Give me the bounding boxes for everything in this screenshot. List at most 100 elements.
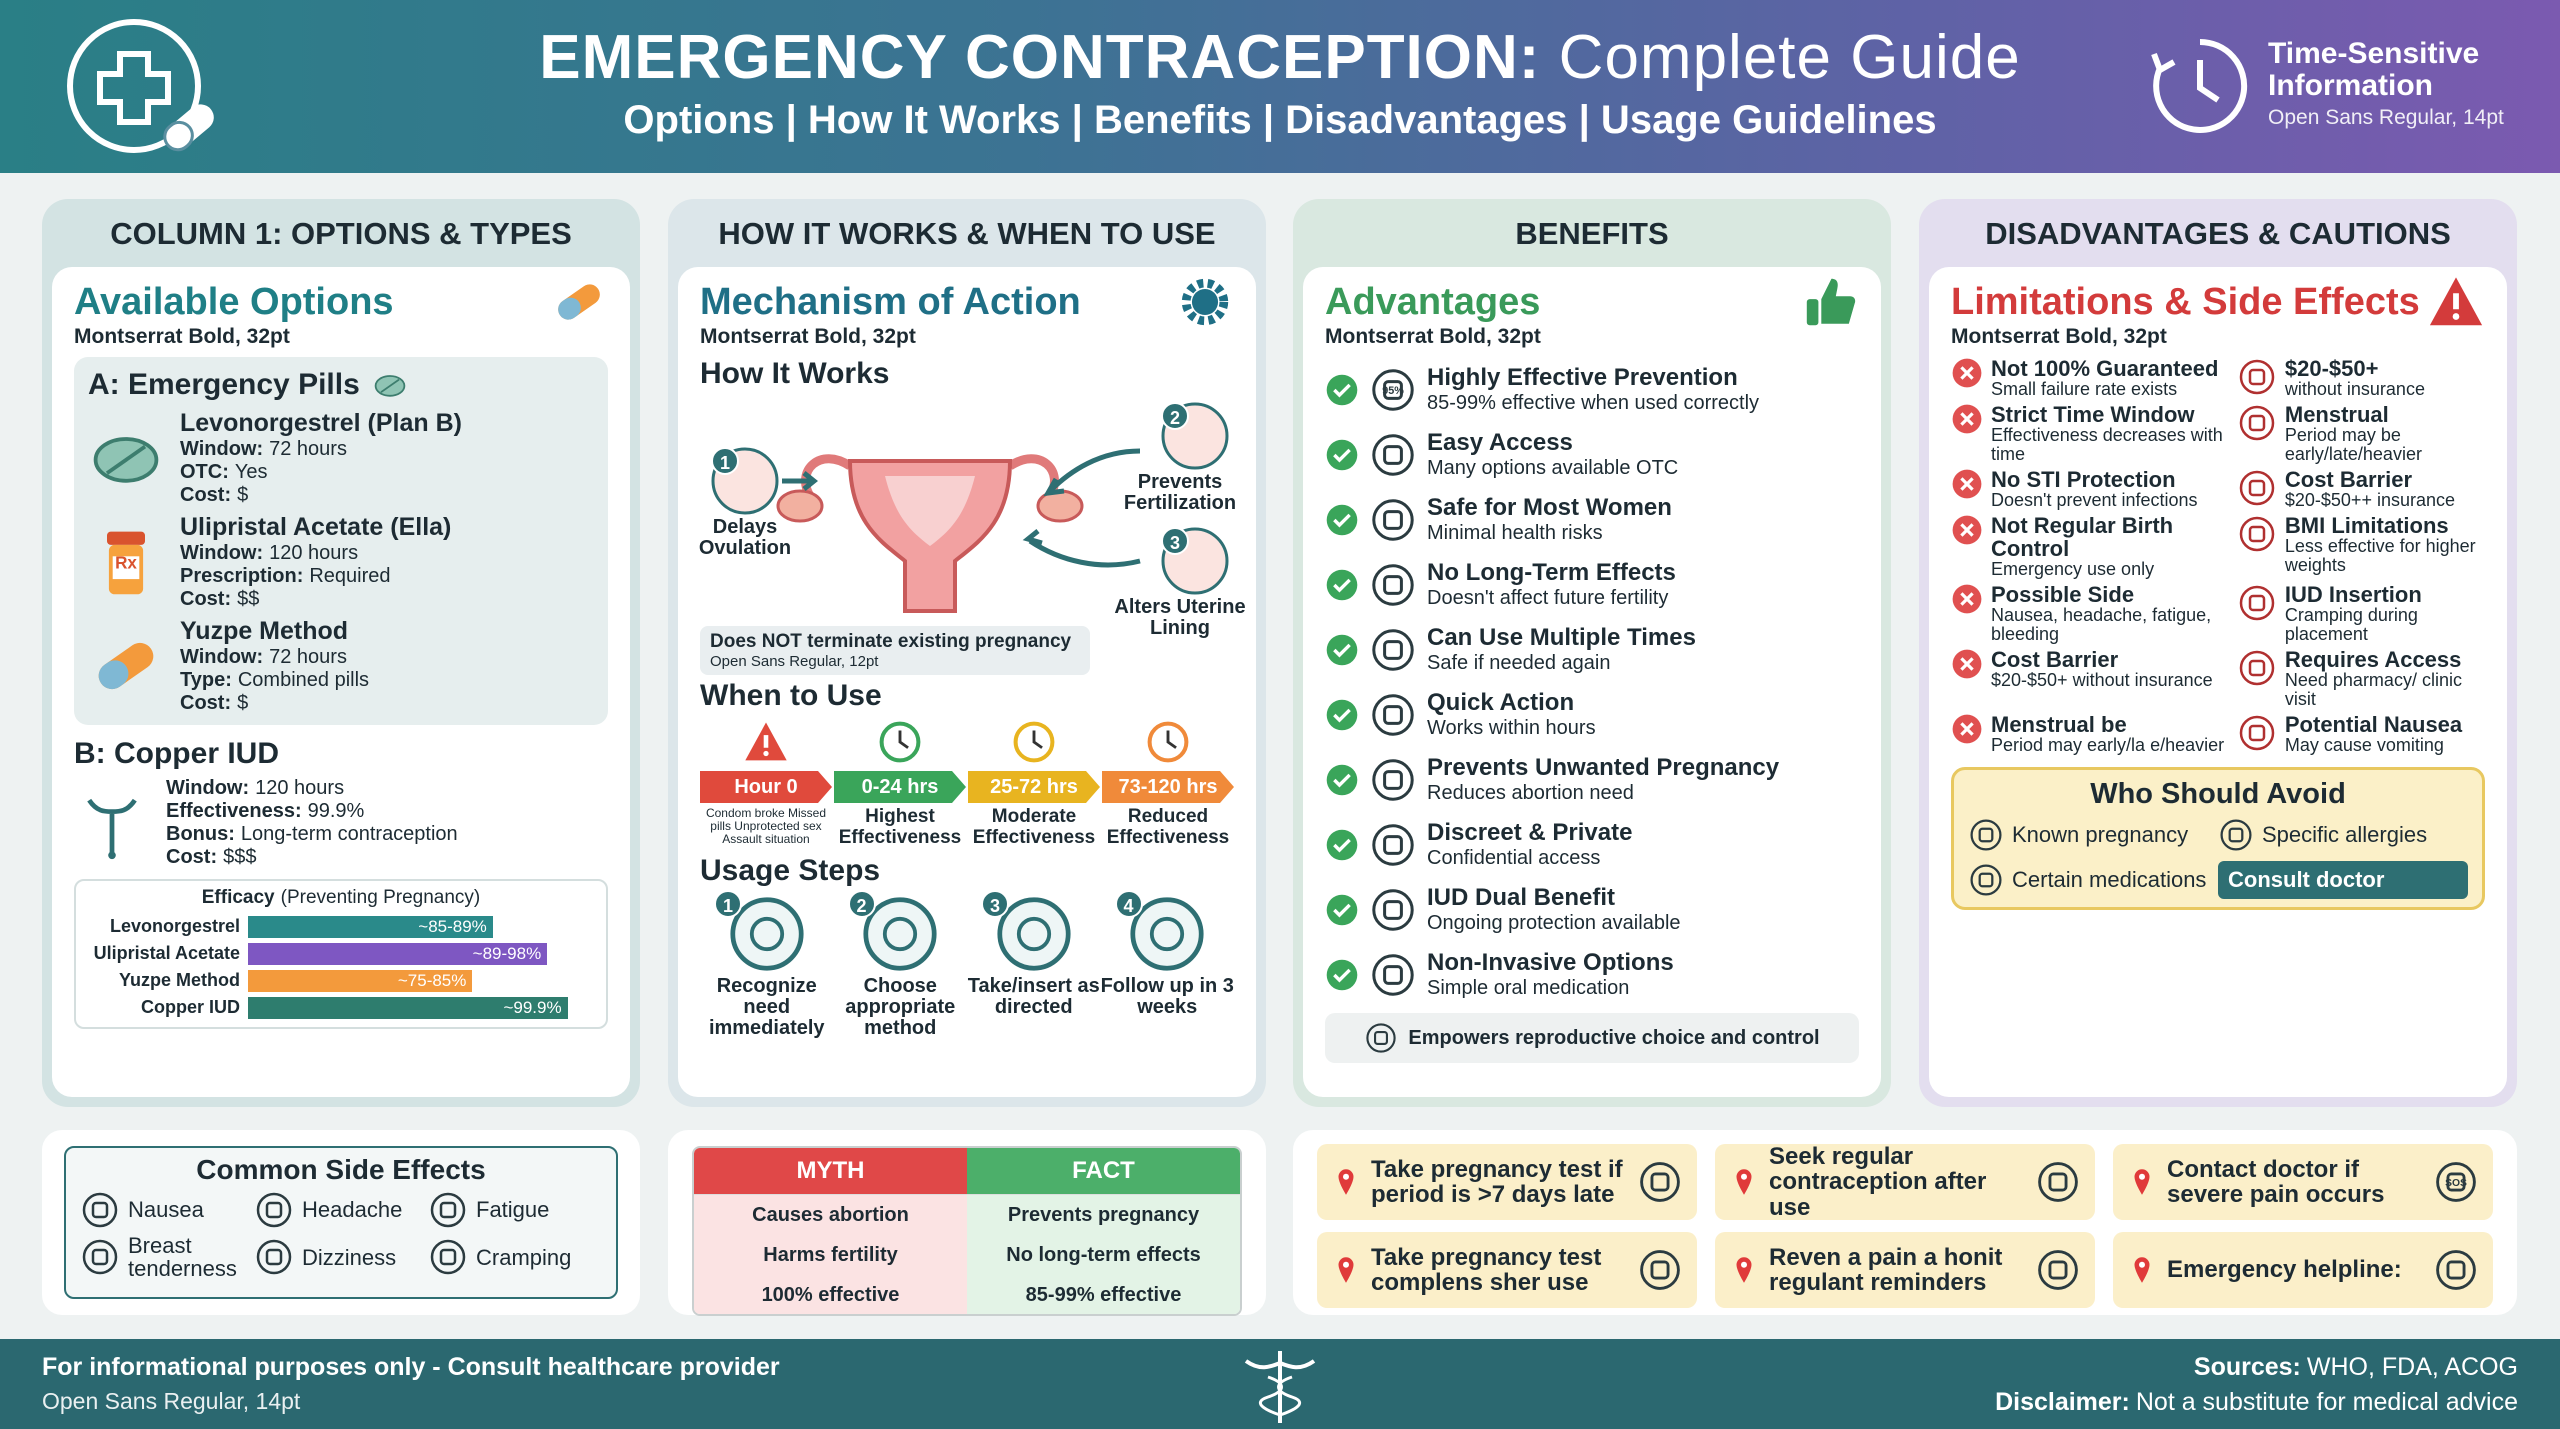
detail-value: $ xyxy=(237,484,249,506)
iud-title: B: Copper IUD xyxy=(74,737,279,770)
detail-key: Window: xyxy=(166,777,250,799)
limitation-desc: Nausea, headache, fatigue, bleeding xyxy=(1991,605,2212,644)
icon xyxy=(1130,897,1204,971)
title-row: Advantages xyxy=(1325,278,1859,326)
step-label: Take/insert as directed xyxy=(967,975,1100,1019)
icon xyxy=(1952,469,1982,499)
fact: Prevents pregnancy xyxy=(967,1195,1240,1235)
myth-fact-card: MYTH FACT Causes abortion Prevents pregnanc… xyxy=(668,1130,1266,1316)
side-effects-list: Nausea Headache Fatigue Breast tenderness Di… xyxy=(80,1190,602,1280)
efficacy-bar: ~99.9% xyxy=(248,996,568,1019)
limitation-item: Potential Nausea May cause vomiting xyxy=(2237,713,2485,755)
pill-detail: Window: 72 hours xyxy=(180,438,462,461)
icon xyxy=(1372,823,1414,866)
limitation-item: $20-$50+ without insurance xyxy=(2237,357,2485,399)
benefit-title: Safe for Most Women xyxy=(1427,494,1672,521)
detail-value: 120 hours xyxy=(255,777,345,799)
benefit-item: Prevents Unwanted Pregnancy Reduces abort… xyxy=(1325,747,1859,812)
pill-detail: Cost: $$ xyxy=(180,588,451,611)
pill-detail: Window: 120 hours xyxy=(180,542,451,565)
iud-detail: Window: 120 hours xyxy=(166,777,458,800)
myth-header: MYTH xyxy=(694,1148,967,1194)
icon xyxy=(82,1239,118,1275)
step: 3 Take/insert as directed xyxy=(967,890,1101,1039)
icon: Rx xyxy=(107,531,145,595)
note-font: Open Sans Regular, 12pt xyxy=(710,653,879,670)
icon xyxy=(1372,433,1414,476)
icon xyxy=(997,897,1071,971)
icon-label: SOS xyxy=(2445,1178,2467,1189)
efficacy-name: Levonorgestrel xyxy=(109,916,240,936)
action-number: 2 xyxy=(1161,402,1189,430)
icon xyxy=(1338,1169,1354,1195)
detail-key: Cost: xyxy=(180,692,232,714)
sources-key: Sources: xyxy=(2193,1353,2301,1381)
benefit-desc: Doesn't affect future fertility xyxy=(1427,587,1669,609)
disclaimer-text: Not a substitute for medical advice xyxy=(2135,1388,2518,1416)
limitation-text: BMI Limitations Less effective for higher… xyxy=(2285,514,2485,575)
title: EMERGENCY CONTRACEPTION: Complete Guide xyxy=(0,22,2560,93)
side-effect-label: Breast tenderness xyxy=(128,1233,237,1282)
timeline: Hour 0 Condom broke Missed pills Unprotec… xyxy=(700,719,1234,848)
icon xyxy=(1326,439,1358,470)
pill-detail: Window: 72 hours xyxy=(180,646,369,669)
limitation-title: $20-$50+ xyxy=(2284,356,2379,381)
benefit-item: No Long-Term Effects Doesn't affect futur… xyxy=(1325,552,1859,617)
benefit-desc: Safe if needed again xyxy=(1427,652,1611,674)
notice: For informational purposes only - Consul… xyxy=(42,1353,780,1381)
icon xyxy=(1326,374,1358,405)
font-note: Montserrat Bold, 32pt xyxy=(74,325,290,348)
icon xyxy=(2239,405,2275,441)
detail-key: Effectiveness: xyxy=(166,800,302,822)
icon xyxy=(1326,569,1358,600)
icon xyxy=(430,1239,466,1275)
title-row: Available Options xyxy=(74,279,608,325)
limitation-text: Cost Barrier $20-$50++ insurance xyxy=(2285,468,2455,510)
benefit-item: Quick Action Works within hours xyxy=(1325,682,1859,747)
side-effect: Fatigue xyxy=(428,1190,602,1230)
timeline-band: 25-72 hrs xyxy=(968,771,1100,803)
icon xyxy=(256,1192,292,1228)
action-number: 3 xyxy=(1161,527,1189,555)
limitation-text: Potential Nausea May cause vomiting xyxy=(2285,713,2462,755)
disadvantages-card: DISADVANTAGES & CAUTIONS Limitations & Si… xyxy=(1919,199,2517,1107)
benefit-title: No Long-Term Effects xyxy=(1427,559,1676,586)
limitations: Not 100% Guaranteed Small failure rate ex… xyxy=(1951,357,2485,755)
pill-name: Levonorgestrel (Plan B) xyxy=(180,409,462,437)
font-note: Montserrat Bold, 32pt xyxy=(1325,325,1541,348)
sources: Sources: WHO, FDA, ACOG xyxy=(1995,1353,2518,1382)
detail-key: Bonus: xyxy=(166,823,235,845)
icon xyxy=(1372,563,1414,606)
benefits-card: BENEFITS Advantages Montserrat Bold, 32pt 9… xyxy=(1293,199,1891,1107)
limitation-text: Possible Side Nausea, headache, fatigue, … xyxy=(1991,583,2229,644)
icon-label: Rx xyxy=(115,553,137,572)
icon xyxy=(1970,819,2002,851)
side-effect-label: Dizziness xyxy=(302,1244,397,1270)
pill-detail: Prescription: Required xyxy=(180,565,451,588)
limitation-title: BMI Limitations xyxy=(2284,512,2449,538)
icon xyxy=(93,437,159,483)
detail-value: 99.9% xyxy=(307,800,365,822)
side-effect-label: Nausea xyxy=(128,1197,204,1223)
benefit-title: IUD Dual Benefit xyxy=(1427,884,1616,911)
icon xyxy=(2134,1257,2150,1283)
icon xyxy=(1326,764,1358,795)
detail-value: 72 hours xyxy=(269,438,347,460)
limitation-title: Cost Barrier xyxy=(1991,646,2119,672)
limitation-text: Not Regular Birth Control Emergency use o… xyxy=(1991,514,2229,579)
myth-fact-row: 100% effective 85-99% effective xyxy=(694,1274,1240,1314)
myth: Harms fertility xyxy=(694,1235,967,1275)
step-number: 4 xyxy=(1114,890,1143,919)
icon-label: 95% xyxy=(1382,385,1404,397)
icon xyxy=(98,642,154,690)
options-card: COLUMN 1: OPTIONS & TYPES Available Optio… xyxy=(42,199,640,1107)
side-effects-card: Common Side Effects Nausea Headache Fatigue… xyxy=(42,1130,640,1315)
limitation-title: No STI Protection xyxy=(1991,466,2176,492)
side-effect: Cramping xyxy=(428,1234,602,1280)
efficacy-row: Copper IUD ~99.9% xyxy=(88,994,594,1021)
header: EMERGENCY CONTRACEPTION: Complete Guide … xyxy=(0,0,2560,173)
myth: Causes abortion xyxy=(694,1195,967,1235)
pill-text: Levonorgestrel (Plan B) Window: 72 hours OT… xyxy=(180,409,462,507)
icon xyxy=(1338,1257,1354,1283)
detail-value: 120 hours xyxy=(269,542,359,564)
